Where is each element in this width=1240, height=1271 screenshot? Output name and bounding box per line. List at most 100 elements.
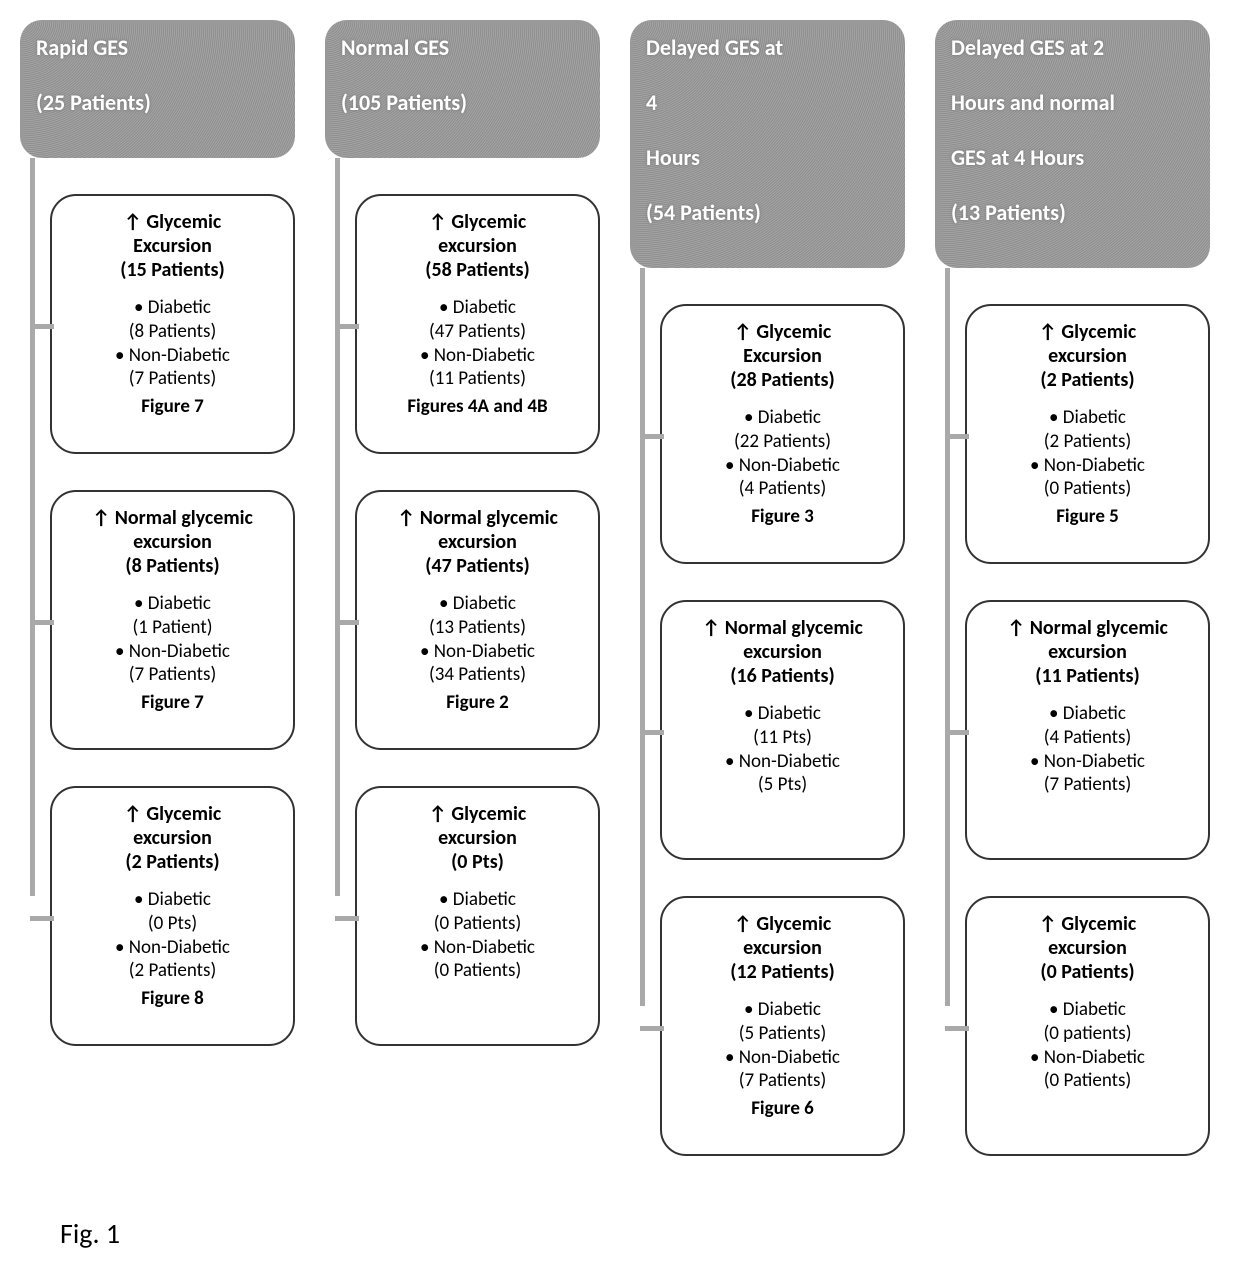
child-title: ↑ Glycemicexcursion(12 Patients) xyxy=(730,912,834,984)
figure-reference: Figure 7 xyxy=(141,395,204,418)
figure-reference: Figure 8 xyxy=(141,987,204,1010)
bullet-line: • Non-Diabetic xyxy=(1030,1046,1145,1070)
child-node: ↑ Glycemicexcursion(58 Patients) • Diabet… xyxy=(355,194,600,454)
bullet-line: • Diabetic xyxy=(725,406,840,430)
child-box: ↑ Normal glycemicexcursion(16 Patients)•… xyxy=(660,600,905,860)
column: Delayed GES at4Hours(54 Patients)↑ Glyce… xyxy=(630,20,905,1156)
bullet-line: (0 Patients) xyxy=(420,959,535,983)
child-node: ↑ Glycemicexcursion(2 Patients)• Diabeti… xyxy=(965,304,1210,564)
header-line: Delayed GES at xyxy=(646,34,889,62)
title-line: (2 Patients) xyxy=(124,850,222,874)
title-line: ↑ Normal glycemic xyxy=(397,506,558,530)
child-box: ↑ GlycemicExcursion(15 Patients) • Diabet… xyxy=(50,194,295,454)
title-line: (0 Pts) xyxy=(429,850,527,874)
child-node: ↑ GlycemicExcursion(15 Patients) • Diabet… xyxy=(50,194,295,454)
title-line: (15 Patients) xyxy=(120,258,224,282)
bullet-line: (11 Patients) xyxy=(420,367,535,391)
bullet-line: (22 Patients) xyxy=(725,430,840,454)
column-header: Delayed GES at 2Hours and normalGES at 4… xyxy=(935,20,1210,268)
column: Rapid GES(25 Patients)↑ GlycemicExcursio… xyxy=(20,20,295,1046)
header-line: (54 Patients) xyxy=(646,199,889,227)
header-line: Delayed GES at 2 xyxy=(951,34,1194,62)
child-box: ↑ GlycemicExcursion(28 Patients) • Diabet… xyxy=(660,304,905,564)
figure-reference: Figure 7 xyxy=(141,691,204,714)
bullet-line: • Non-Diabetic xyxy=(420,640,535,664)
child-title: ↑ Glycemicexcursion(2 Patients) xyxy=(1039,320,1137,392)
bullet-line: • Diabetic xyxy=(725,702,840,726)
title-line: ↑ Glycemic xyxy=(1039,320,1137,344)
bullet-line: (0 Patients) xyxy=(1030,1069,1145,1093)
child-title: ↑ GlycemicExcursion(28 Patients) xyxy=(730,320,834,392)
title-line: ↑ Normal glycemic xyxy=(92,506,253,530)
bullet-line: • Non-Diabetic xyxy=(115,640,230,664)
child-bullets: • Diabetic(22 Patients)• Non-Diabetic(4 … xyxy=(725,406,840,501)
bullet-line: • Non-Diabetic xyxy=(1030,750,1145,774)
child-bullets: • Diabetic(11 Pts)• Non-Diabetic(5 Pts) xyxy=(725,702,840,797)
child-title: ↑ Glycemicexcursion(0 Pts) xyxy=(429,802,527,874)
child-box: ↑ Normal glycemicexcursion(47 Patients)•… xyxy=(355,490,600,750)
child-title: ↑ Normal glycemicexcursion(8 Patients) xyxy=(92,506,253,578)
bullet-line: (8 Patients) xyxy=(115,320,230,344)
title-line: excursion xyxy=(1039,344,1137,368)
title-line: (12 Patients) xyxy=(730,960,834,984)
child-bullets: • Diabetic(0 Patients)• Non-Diabetic(0 P… xyxy=(420,888,535,983)
child-node: ↑ Normal glycemicexcursion(8 Patients) • … xyxy=(50,490,295,750)
column-header: Delayed GES at4Hours(54 Patients) xyxy=(630,20,905,268)
child-bullets: • Diabetic(4 Patients)• Non-Diabetic(7 P… xyxy=(1030,702,1145,797)
child-title: ↑ Glycemicexcursion(58 Patients) xyxy=(425,210,529,282)
title-line: Excursion xyxy=(730,344,834,368)
column: Delayed GES at 2Hours and normalGES at 4… xyxy=(935,20,1210,1156)
bullet-line: (0 Pts) xyxy=(115,912,230,936)
bullet-line: • Non-Diabetic xyxy=(725,750,840,774)
child-box: ↑ Glycemicexcursion(12 Patients) • Diabet… xyxy=(660,896,905,1156)
title-line: (16 Patients) xyxy=(702,664,863,688)
child-box: ↑ Glycemicexcursion(0 Patients)• Diabeti… xyxy=(965,896,1210,1156)
bullet-line: (4 Patients) xyxy=(1030,726,1145,750)
header-line: Rapid GES xyxy=(36,34,279,62)
bullet-line: (7 Patients) xyxy=(115,663,230,687)
title-line: Excursion xyxy=(120,234,224,258)
header-line: 4 xyxy=(646,89,889,117)
children-container: ↑ GlycemicExcursion(28 Patients) • Diabet… xyxy=(630,268,905,1156)
bullet-line: • Non-Diabetic xyxy=(420,344,535,368)
bullet-line: (11 Pts) xyxy=(725,726,840,750)
bullet-line: (5 Pts) xyxy=(725,773,840,797)
child-bullets: • Diabetic(47 Patients)• Non-Diabetic(11… xyxy=(420,296,535,391)
child-bullets: • Diabetic(2 Patients)• Non-Diabetic(0 P… xyxy=(1030,406,1145,501)
figure-reference: Figure 2 xyxy=(446,691,509,714)
child-node: ↑ Glycemicexcursion(0 Patients)• Diabeti… xyxy=(965,896,1210,1156)
header-line: (13 Patients) xyxy=(951,199,1194,227)
child-node: ↑ Glycemicexcursion(2 Patients) • Diabeti… xyxy=(50,786,295,1046)
bullet-line: (4 Patients) xyxy=(725,477,840,501)
bullet-line: (47 Patients) xyxy=(420,320,535,344)
bullet-line: • Diabetic xyxy=(115,888,230,912)
column: Normal GES(105 Patients)↑ Glycemicexcurs… xyxy=(325,20,600,1046)
title-line: (47 Patients) xyxy=(397,554,558,578)
title-line: ↑ Normal glycemic xyxy=(1007,616,1168,640)
child-title: ↑ Glycemicexcursion(2 Patients) xyxy=(124,802,222,874)
bullet-line: • Non-Diabetic xyxy=(115,344,230,368)
title-line: excursion xyxy=(702,640,863,664)
bullet-line: • Diabetic xyxy=(115,296,230,320)
figure-caption: Fig. 1 xyxy=(60,1216,1220,1251)
children-container: ↑ Glycemicexcursion(58 Patients) • Diabet… xyxy=(325,158,600,1046)
title-line: (8 Patients) xyxy=(92,554,253,578)
title-line: ↑ Glycemic xyxy=(429,802,527,826)
bullet-line: (2 Patients) xyxy=(1030,430,1145,454)
child-node: ↑ Normal glycemicexcursion(47 Patients)•… xyxy=(355,490,600,750)
child-bullets: • Diabetic(5 Patients)• Non-Diabetic(7 P… xyxy=(725,998,840,1093)
title-line: ↑ Glycemic xyxy=(425,210,529,234)
title-line: excursion xyxy=(425,234,529,258)
bullet-line: (2 Patients) xyxy=(115,959,230,983)
column-header: Normal GES(105 Patients) xyxy=(325,20,600,158)
child-box: ↑ Glycemicexcursion(2 Patients)• Diabeti… xyxy=(965,304,1210,564)
title-line: excursion xyxy=(1007,640,1168,664)
title-line: ↑ Glycemic xyxy=(120,210,224,234)
title-line: (0 Patients) xyxy=(1039,960,1137,984)
figure-reference: Figure 6 xyxy=(751,1097,814,1120)
bullet-line: (7 Patients) xyxy=(115,367,230,391)
bullet-line: (0 Patients) xyxy=(1030,477,1145,501)
title-line: (2 Patients) xyxy=(1039,368,1137,392)
child-bullets: • Diabetic(0 Pts)• Non-Diabetic(2 Patien… xyxy=(115,888,230,983)
title-line: (11 Patients) xyxy=(1007,664,1168,688)
